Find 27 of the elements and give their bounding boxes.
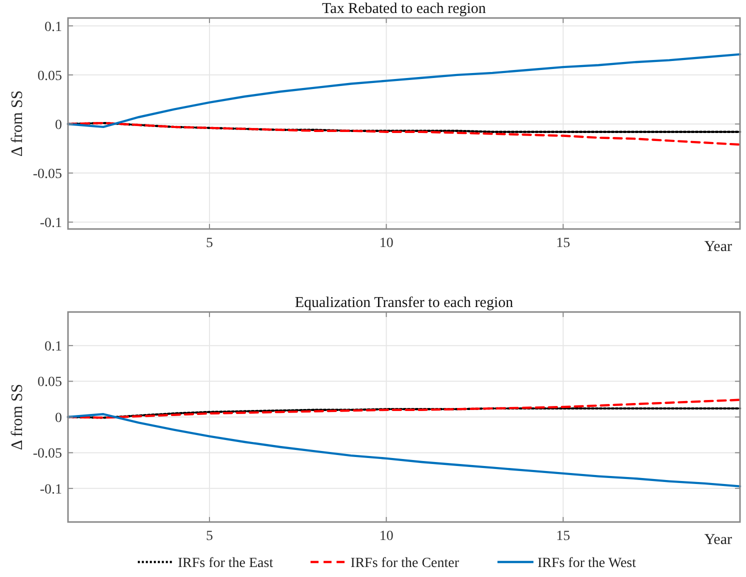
x-axis-title: Year [704, 239, 732, 255]
legend-label: IRFs for the Center [350, 556, 460, 571]
y-tick-label: -0.05 [32, 446, 62, 462]
legend-label: IRFs for the East [178, 556, 274, 571]
y-tick-label: 0 [55, 118, 62, 133]
y-tick-label: 0 [55, 410, 62, 426]
y-tick-label: 0.1 [44, 20, 62, 35]
y-tick-label: 0.1 [44, 339, 62, 354]
y-axis-title: Δ from SS [9, 384, 26, 450]
chart-title: Tax Rebated to each region [322, 1, 486, 17]
line-series [66, 413, 742, 488]
x-tick-label: 5 [206, 236, 213, 251]
y-tick-label: -0.1 [40, 216, 62, 232]
y-tick-label: 0.05 [38, 375, 62, 390]
x-axis-title: Year [704, 532, 732, 548]
y-tick-label: -0.1 [40, 482, 62, 498]
line-series [66, 53, 742, 128]
x-tick-label: 15 [556, 529, 570, 544]
x-tick-label: 15 [556, 236, 570, 251]
x-tick-label: 10 [379, 236, 394, 251]
x-tick-label: 5 [206, 529, 213, 544]
y-tick-label: -0.05 [32, 166, 62, 182]
y-axis-title: Δ from SS [9, 90, 26, 157]
chart-title: Equalization Transfer to each region [294, 295, 514, 311]
y-tick-label: 0.05 [38, 68, 62, 84]
x-tick-label: 10 [379, 529, 394, 544]
legend-label: IRFs for the West [537, 556, 636, 571]
